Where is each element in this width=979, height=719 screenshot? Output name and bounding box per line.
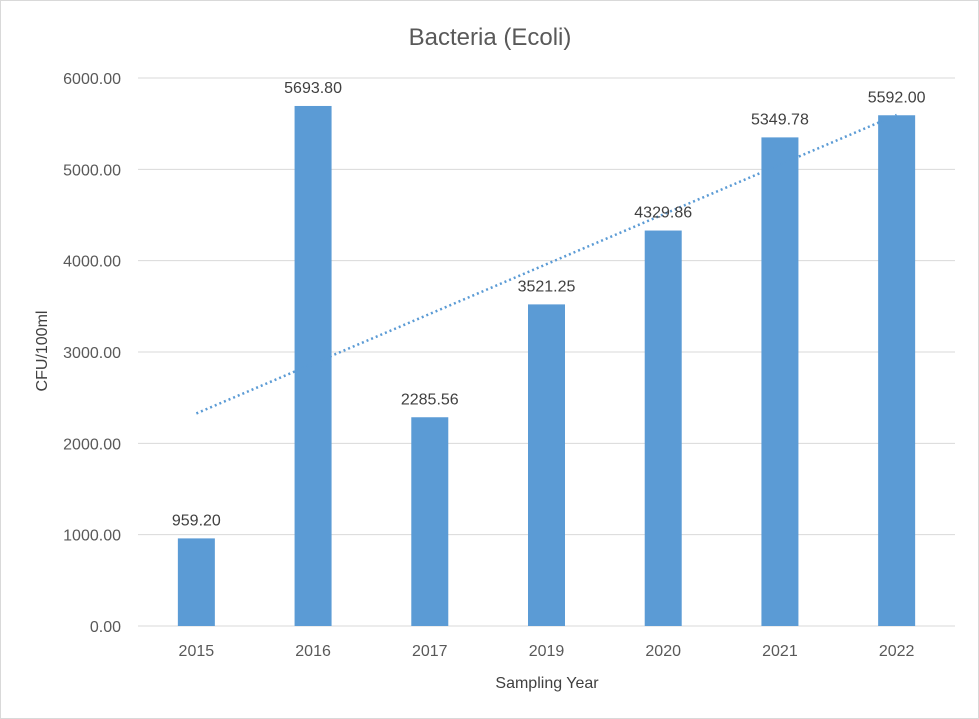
bar [411,417,449,626]
x-tick-label: 2015 [179,643,215,660]
data-label: 4329.86 [634,205,692,222]
y-tick-label: 0.00 [90,619,121,636]
y-tick-label: 2000.00 [63,436,121,453]
chart-title: Bacteria (Ecoli) [409,24,572,51]
gridlines [138,77,955,627]
data-label: 959.20 [172,512,221,529]
x-tick-label: 2017 [412,643,448,660]
y-tick-label: 5000.00 [63,162,121,179]
y-tick-label: 6000.00 [63,71,121,88]
bars [177,105,916,627]
trendline-path [195,113,898,415]
bar [177,538,215,626]
data-label: 5592.00 [868,89,926,106]
data-labels: 959.20 5693.80 2285.56 3521.25 4329.86 5349.7… [172,80,926,529]
x-axis-title: Sampling Year [495,675,599,692]
y-tick-labels: 0.00 1000.00 2000.00 3000.00 4000.00 5000.00 6… [63,71,121,636]
bar [878,115,916,626]
data-label: 5349.78 [751,111,809,128]
x-tick-label: 2020 [645,643,681,660]
trendline [195,113,898,415]
bar [761,137,799,626]
x-tick-labels: 2015 2016 2017 2019 2020 2021 2022 [179,643,915,660]
bar [294,105,332,627]
bar [528,304,565,626]
y-tick-label: 1000.00 [63,528,121,545]
data-label: 3521.25 [518,278,576,295]
data-label: 2285.56 [401,391,459,408]
x-tick-label: 2021 [762,643,798,660]
bar [644,230,682,626]
y-axis-title: CFU/100ml [34,311,51,392]
x-tick-label: 2019 [529,643,565,660]
y-tick-label: 3000.00 [63,345,121,362]
x-tick-label: 2022 [879,643,915,660]
data-label: 5693.80 [284,80,342,97]
y-tick-label: 4000.00 [63,254,121,271]
x-tick-label: 2016 [295,643,331,660]
